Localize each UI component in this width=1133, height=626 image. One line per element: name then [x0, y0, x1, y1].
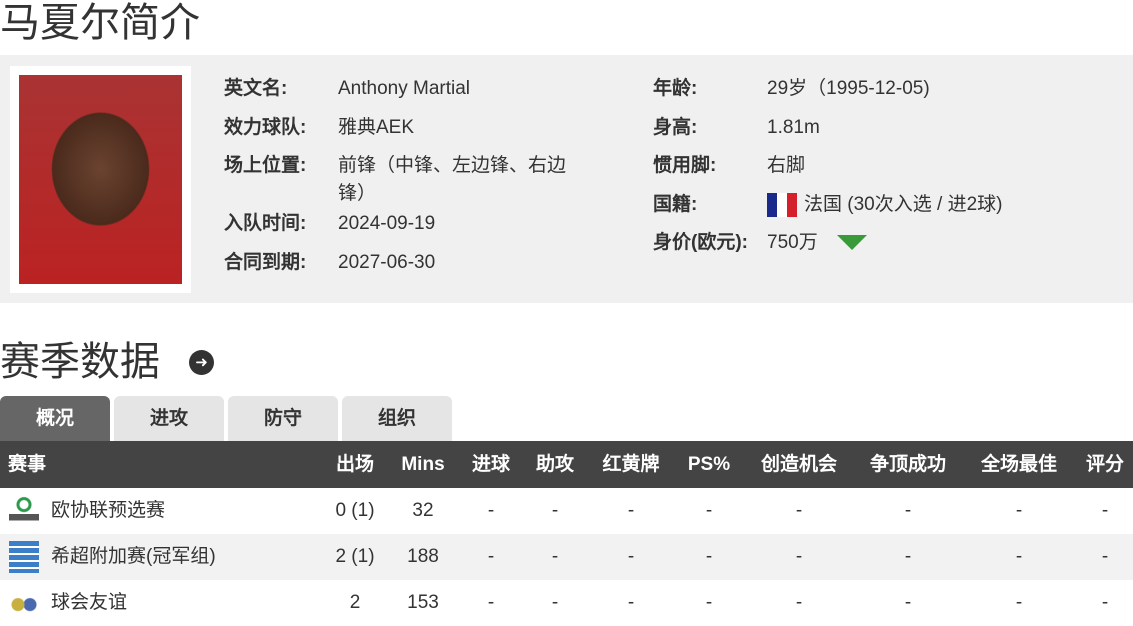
column-header[interactable]: 助攻: [535, 454, 575, 475]
player-photo: [10, 66, 191, 293]
page-title: 马夏尔简介: [0, 1, 200, 45]
tab-3[interactable]: 组织: [342, 396, 452, 441]
column-header[interactable]: 出场: [335, 454, 375, 475]
profile-value: 法国 (30次入选 / 进2球): [804, 194, 1003, 215]
stat-cell: -: [795, 546, 803, 567]
competition-name[interactable]: 欧协联预选赛: [51, 500, 166, 521]
stat-cell: 188: [407, 546, 439, 567]
profile-value: 1.81m: [767, 117, 820, 138]
profile-label: 入队时间:: [224, 213, 307, 234]
profile-label: 场上位置:: [224, 155, 307, 176]
stat-cell: 0 (1): [335, 500, 375, 521]
stat-cell: 2 (1): [335, 546, 375, 567]
stat-cell: -: [627, 546, 635, 567]
stat-cell: -: [904, 500, 912, 521]
column-header[interactable]: 赛事: [8, 454, 47, 475]
profile-value: 雅典AEK: [338, 117, 415, 138]
column-header[interactable]: 争顶成功: [869, 454, 947, 475]
stat-cell: -: [1015, 500, 1023, 521]
stat-cell: -: [487, 592, 495, 613]
stat-cell: 32: [412, 500, 434, 521]
table-row[interactable]: 球会友谊 2 153 - - - - - - - -: [0, 580, 1133, 626]
profile-label: 国籍:: [653, 194, 698, 215]
stat-cell: -: [551, 592, 559, 613]
column-header[interactable]: 红黄牌: [602, 454, 660, 475]
stat-cell: -: [487, 500, 495, 521]
stat-cell: -: [795, 592, 803, 613]
profile-value: 750万: [767, 232, 818, 253]
column-header[interactable]: 进球: [471, 454, 511, 475]
profile-label: 年龄:: [653, 78, 698, 99]
profile-label: 英文名:: [224, 78, 288, 99]
profile-label: 身高:: [653, 117, 698, 138]
tab-1[interactable]: 进攻: [114, 396, 224, 441]
stat-cell: -: [705, 546, 713, 567]
tab-0[interactable]: 概况: [0, 396, 110, 441]
profile-value: 前锋（中锋、左边锋、右边: [338, 155, 567, 176]
stat-cell: -: [1015, 592, 1023, 613]
stat-cell: -: [795, 500, 803, 521]
table-header: 赛事 出场 Mins 进球 助攻 红黄牌 PS% 创造机会 争顶成功 全场最佳 评分: [0, 441, 1133, 488]
stat-cell: -: [627, 592, 635, 613]
profile-label: 惯用脚:: [653, 155, 717, 176]
profile-value-cont: 锋）: [338, 183, 377, 204]
stat-cell: -: [705, 500, 713, 521]
column-header[interactable]: Mins: [401, 454, 445, 475]
tab-2[interactable]: 防守: [228, 396, 338, 441]
trend-down-icon: [837, 235, 867, 250]
table-row[interactable]: 欧协联预选赛 0 (1) 32 - - - - - - - -: [0, 488, 1133, 534]
table-row[interactable]: 希超附加赛(冠军组) 2 (1) 188 - - - - - - - -: [0, 534, 1133, 580]
section-title: 赛季数据: [0, 340, 160, 384]
column-header[interactable]: 评分: [1085, 454, 1125, 475]
stat-cell: -: [1101, 592, 1109, 613]
stat-cell: -: [487, 546, 495, 567]
profile-value: Anthony Martial: [338, 78, 471, 99]
stat-cell: -: [551, 546, 559, 567]
profile-label: 身价(欧元):: [653, 232, 748, 253]
conference-league-icon: [9, 495, 39, 527]
stat-cell: 2: [349, 592, 361, 613]
profile-value: 右脚: [767, 155, 806, 176]
competition-name[interactable]: 希超附加赛(冠军组): [51, 546, 216, 567]
column-header[interactable]: 全场最佳: [980, 454, 1058, 475]
profile-value: 29岁（1995-12-05): [767, 78, 930, 99]
stat-cell: -: [904, 592, 912, 613]
stat-cell: -: [1101, 546, 1109, 567]
stat-cell: -: [904, 546, 912, 567]
stat-cell: -: [551, 500, 559, 521]
stat-cell: -: [1015, 546, 1023, 567]
profile-value: 2024-09-19: [338, 213, 436, 234]
profile-value: 2027-06-30: [338, 252, 436, 273]
club-friendly-icon: [9, 587, 39, 619]
stat-cell: -: [1101, 500, 1109, 521]
greek-league-icon: [9, 541, 39, 573]
profile-label: 效力球队:: [224, 117, 307, 138]
stat-cell: -: [705, 592, 713, 613]
france-flag-icon: [767, 193, 797, 217]
stat-cell: -: [627, 500, 635, 521]
stat-cell: 153: [407, 592, 439, 613]
profile-label: 合同到期:: [224, 252, 307, 273]
competition-name[interactable]: 球会友谊: [51, 592, 128, 613]
arrow-right-icon[interactable]: ➜: [189, 350, 214, 375]
column-header[interactable]: 创造机会: [760, 454, 838, 475]
column-header[interactable]: PS%: [687, 454, 731, 475]
